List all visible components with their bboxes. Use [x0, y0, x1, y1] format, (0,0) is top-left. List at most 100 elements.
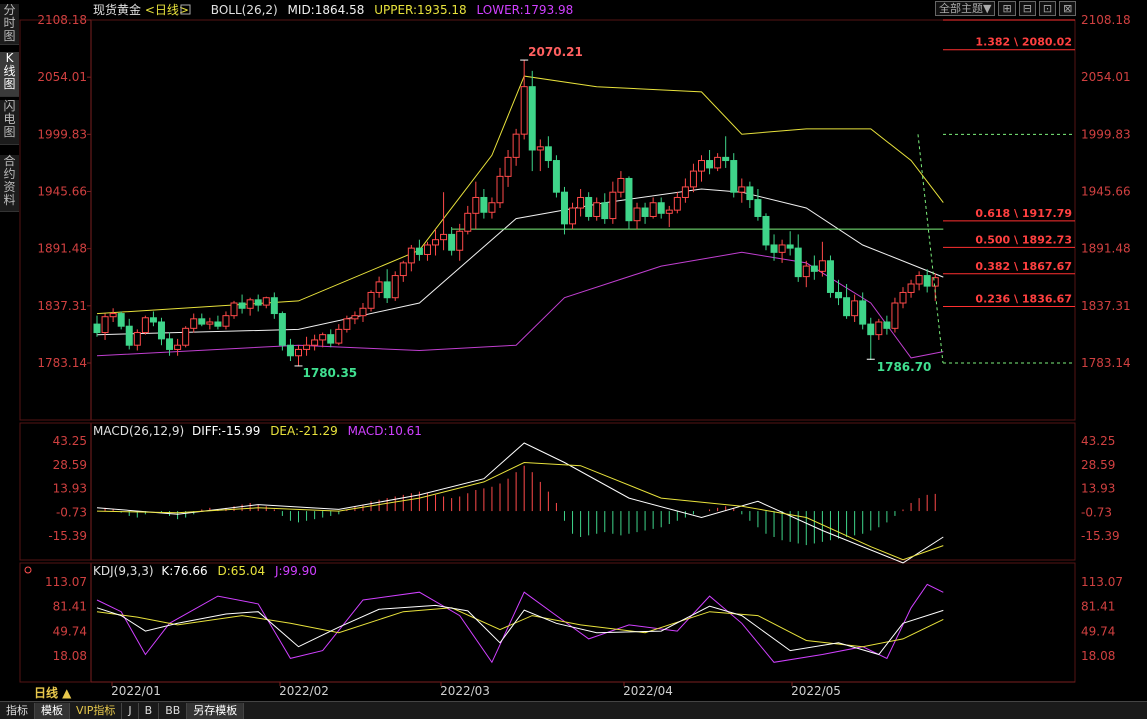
candle-body: [883, 321, 891, 329]
candle-body: [520, 86, 528, 135]
layout-icon-3[interactable]: ⊡: [1038, 1, 1057, 16]
candle-body: [714, 156, 722, 169]
candle-body: [826, 260, 834, 293]
macd-y-tick-right: 28.59: [1081, 458, 1115, 472]
y-tick-label-left: 1945.66: [37, 185, 87, 199]
tab-vip-indicator[interactable]: VIP指标: [70, 702, 123, 719]
macd-diff-line: [96, 442, 944, 564]
tab-j[interactable]: J: [122, 702, 139, 719]
tab-contract-info[interactable]: 合约资料: [0, 155, 19, 212]
x-tick-label: 2022/02: [279, 684, 329, 698]
period-selector[interactable]: 日线 ▲: [34, 685, 72, 700]
candle-body: [391, 275, 399, 299]
candle-body: [117, 313, 125, 327]
tab-b[interactable]: B: [139, 702, 160, 719]
boll-upper-line: [96, 75, 944, 315]
layout-icon-4[interactable]: ⊠: [1059, 1, 1077, 16]
candle-body: [415, 247, 423, 255]
candle-body: [681, 186, 689, 198]
candle-body: [182, 327, 190, 346]
candle-body: [601, 202, 609, 220]
candle-body: [432, 239, 440, 246]
kdj-y-tick-left: 81.41: [53, 600, 87, 614]
candle-body: [577, 196, 585, 209]
tab-template[interactable]: 模板: [35, 702, 70, 719]
y-tick-label-right: 1945.66: [1081, 185, 1131, 199]
candle-body: [544, 146, 552, 162]
candle-body: [754, 199, 762, 217]
candle-body: [907, 283, 915, 293]
candle-body: [770, 244, 778, 253]
candle-body: [222, 315, 230, 327]
candle-body: [649, 202, 657, 217]
macd-legend: MACD(26,12,9) DIFF:-15.99 DEA:-21.29 MAC…: [93, 424, 422, 438]
kdj-settings-icon[interactable]: [24, 566, 32, 574]
candle-body: [560, 191, 568, 225]
macd-panel[interactable]: [96, 442, 944, 564]
kdj-j: J:99.90: [274, 564, 317, 578]
candle-body: [327, 334, 335, 344]
candle-body: [786, 244, 794, 249]
candle-body: [214, 321, 222, 327]
tab-kline[interactable]: K线图: [0, 52, 19, 97]
candle-body: [343, 318, 351, 330]
boll-mid-line: [96, 188, 944, 336]
tab-save-template[interactable]: 另存模板: [187, 702, 245, 719]
y-tick-label-left: 2054.01: [37, 70, 87, 84]
y-tick-label-right: 1783.14: [1081, 356, 1131, 370]
kdj-y-tick-right: 81.41: [1081, 600, 1115, 614]
candle-body: [230, 302, 238, 317]
candle-body: [810, 265, 818, 272]
candle-body: [262, 297, 270, 306]
kdj-y-tick-left: 113.07: [45, 575, 87, 589]
candle-body: [867, 323, 875, 336]
macd-y-tick-right: 13.93: [1081, 482, 1115, 496]
kdj-panel[interactable]: [96, 583, 944, 664]
main-price-panel[interactable]: 2070.21 1780.35 1786.70 1.382 \ 2080.02 0.61…: [93, 19, 1075, 380]
candle-body: [722, 156, 730, 162]
kdj-d: D:65.04: [217, 564, 265, 578]
candle-body: [569, 207, 577, 225]
macd-y-tick-left: -0.73: [56, 505, 87, 519]
candle-body: [93, 323, 101, 334]
top-toolbar: 全部主题▼ ⊞ ⊟ ⊡ ⊠: [935, 1, 1077, 16]
boll-lower: LOWER:1793.98: [477, 3, 574, 17]
candle-body: [456, 230, 464, 251]
candle-body: [133, 332, 141, 346]
candle-body: [149, 317, 157, 323]
candle-body: [286, 344, 294, 357]
layout-icon-2[interactable]: ⊟: [1018, 1, 1036, 16]
tab-bb[interactable]: BB: [159, 702, 188, 719]
candle-body: [802, 265, 810, 278]
y-tick-label-left: 1783.14: [37, 356, 87, 370]
y-tick-label-right: 1891.48: [1081, 242, 1131, 256]
boll-toggle-icon[interactable]: [180, 4, 191, 15]
candle-body: [472, 196, 480, 214]
candle-body: [423, 244, 431, 255]
candle-body: [448, 233, 456, 251]
symbol-name: 现货黄金: [93, 2, 141, 17]
kdj-title: KDJ(9,3,3): [93, 564, 154, 578]
x-tick-label: 2022/01: [111, 684, 161, 698]
candle-body: [899, 291, 907, 304]
tab-flash[interactable]: 闪电图: [0, 100, 19, 145]
candle-body: [206, 321, 214, 325]
candle-body: [383, 281, 391, 299]
tab-timeshare[interactable]: 分时图: [0, 4, 19, 45]
fib-level-label: 0.236 \ 1836.67: [975, 293, 1072, 306]
x-tick-label: 2022/05: [791, 684, 841, 698]
candle-body: [536, 146, 544, 151]
fib-level-label: 1.382 \ 2080.02: [975, 36, 1072, 49]
candle-body: [359, 307, 367, 317]
theme-dropdown[interactable]: 全部主题▼: [935, 1, 996, 16]
layout-icon-1[interactable]: ⊞: [998, 1, 1016, 16]
x-tick-label: 2022/04: [623, 684, 673, 698]
candle-body: [617, 177, 625, 193]
candle-body: [738, 186, 746, 193]
candle-body: [488, 202, 496, 213]
tab-indicator[interactable]: 指标: [0, 702, 35, 719]
candle-body: [859, 300, 867, 325]
panel-border-outer: [19, 422, 1076, 561]
macd-y-tick-right: -15.39: [1081, 529, 1120, 543]
